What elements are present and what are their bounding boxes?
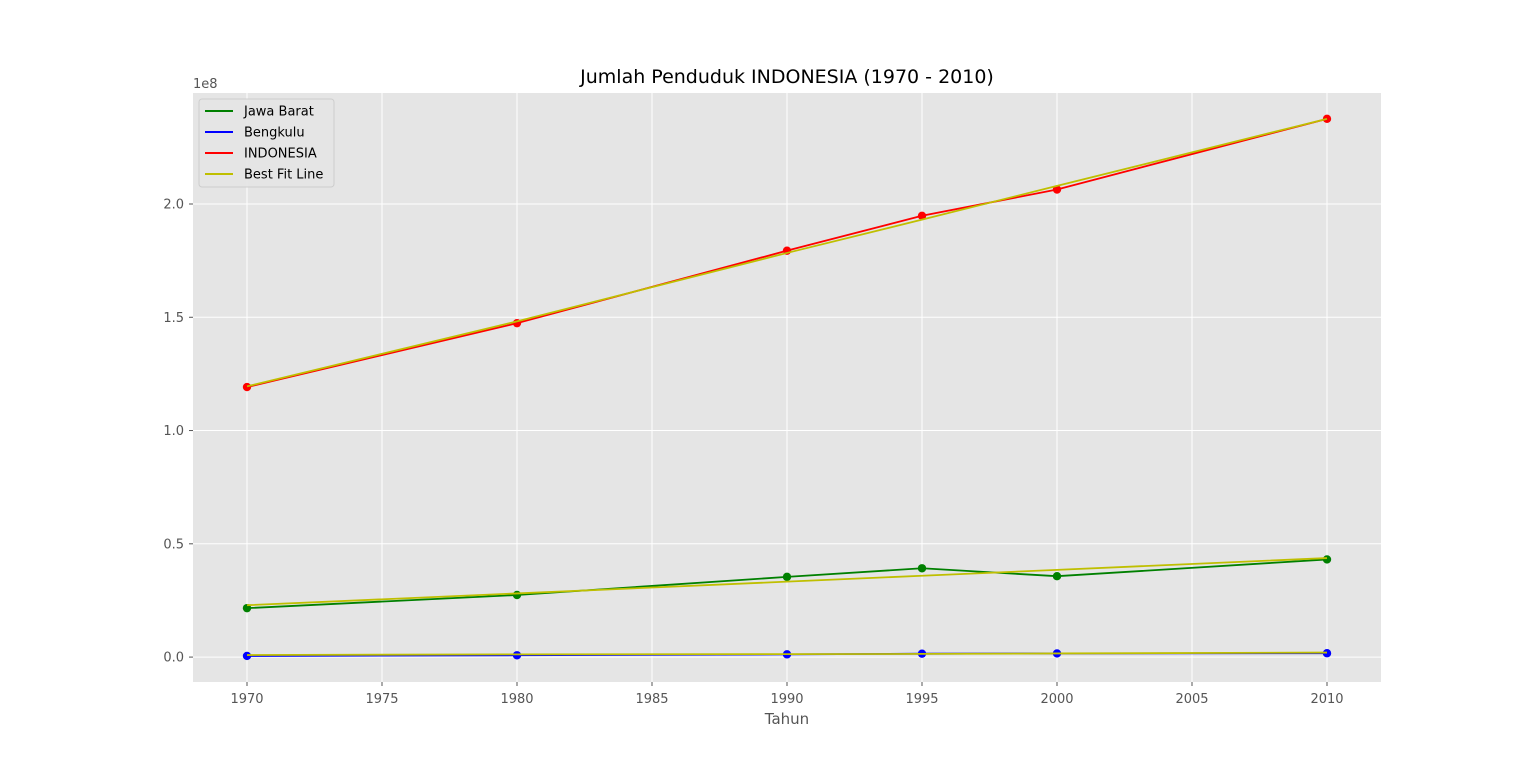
data-point-jawa-barat — [1052, 572, 1062, 581]
x-tick-label: 1980 — [500, 692, 533, 707]
x-tick-label: 1985 — [635, 692, 668, 707]
x-axis-label: Tahun — [764, 710, 809, 728]
data-point-indonesia — [917, 211, 927, 220]
y-axis-ticks: 0.0 0.5 1.0 1.5 2.0 — [163, 198, 193, 666]
data-point-bengkulu — [512, 651, 522, 660]
best-fit-line — [246, 651, 1328, 656]
x-tick-label: 2005 — [1175, 692, 1208, 707]
grid — [193, 93, 1381, 682]
x-tick-label: 1995 — [905, 692, 938, 707]
data-point-bengkulu — [242, 651, 252, 661]
x-tick-label: 1970 — [230, 692, 263, 707]
y-tick-label: 1.5 — [163, 311, 184, 326]
series-line-indonesia — [246, 117, 1328, 388]
x-tick-label: 2010 — [1310, 692, 1343, 707]
data-point-jawa-barat — [1322, 555, 1332, 564]
data-point-jawa-barat — [782, 572, 792, 582]
data-point-jawa-barat — [917, 564, 927, 573]
best-fit-line — [246, 117, 1328, 388]
best-fit-layer — [246, 117, 1328, 656]
data-point-jawa-barat — [512, 590, 522, 600]
legend-box — [198, 98, 335, 188]
x-tick-label: 1990 — [770, 692, 803, 707]
legend-label-best-fit-line: Best Fit Line — [244, 168, 323, 183]
legend-label-jawa-barat: Jawa Barat — [243, 105, 314, 120]
best-fit-line — [246, 557, 1328, 607]
x-tick-label: 1975 — [365, 692, 398, 707]
y-tick-label: 0.5 — [163, 537, 184, 552]
legend-label-bengkulu: Bengkulu — [244, 126, 305, 141]
y-tick-label: 1.0 — [163, 424, 184, 439]
x-tick-label: 2000 — [1040, 692, 1073, 707]
y-offset-label: 1e8 — [193, 77, 218, 92]
data-point-jawa-barat — [242, 603, 252, 613]
legend: Jawa Barat Bengkulu INDONESIA Best Fit Line — [198, 98, 335, 188]
chart-title: Jumlah Penduduk INDONESIA (1970 - 2010) — [579, 66, 994, 88]
data-point-indonesia — [242, 382, 252, 392]
y-tick-label: 2.0 — [163, 198, 184, 213]
series-line-jawa-barat — [246, 558, 1328, 610]
y-tick-label: 0.0 — [163, 651, 184, 666]
legend-label-indonesia: INDONESIA — [244, 147, 317, 162]
data-point-indonesia — [1052, 185, 1062, 194]
x-axis-ticks: 1970 1975 1980 1985 1990 1995 2000 2005 2010 — [230, 682, 1344, 707]
